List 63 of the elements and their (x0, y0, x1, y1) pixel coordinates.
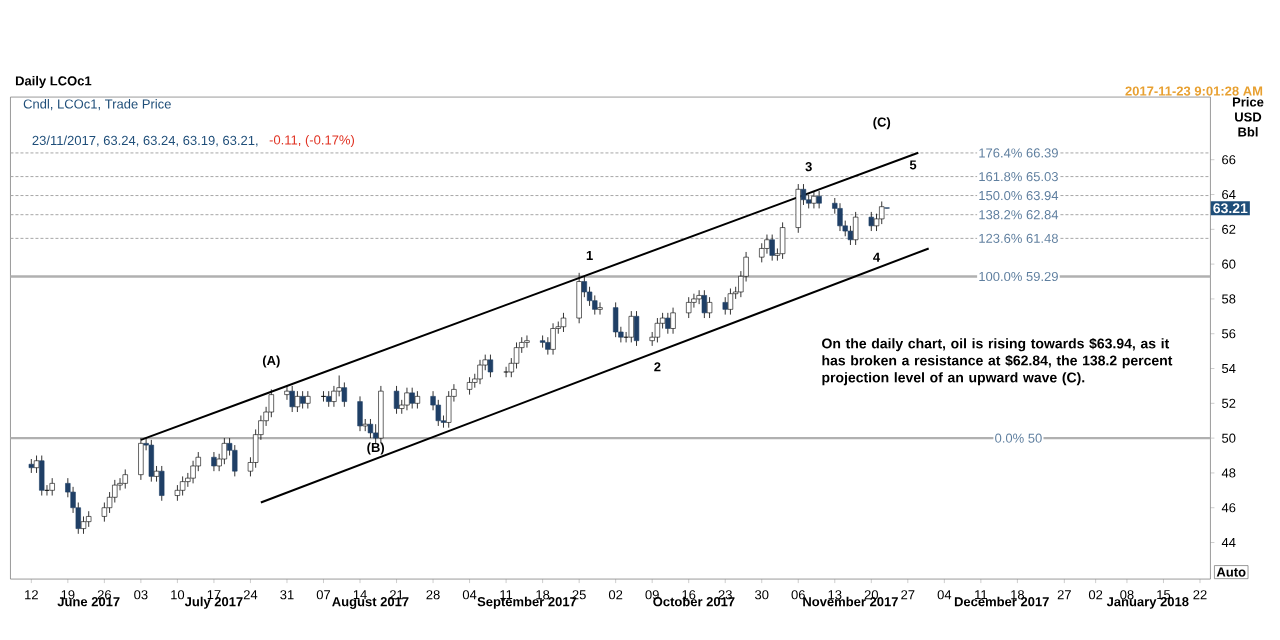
candlestick (39, 455, 45, 496)
candlestick (378, 385, 384, 444)
candlestick (779, 221, 786, 260)
candlestick (613, 302, 619, 338)
candlestick (853, 211, 859, 246)
candlestick (727, 288, 734, 315)
candlestick (294, 390, 301, 413)
candlestick (232, 444, 238, 477)
candlestick (179, 476, 186, 496)
candlestick (299, 390, 306, 409)
candlestick (404, 387, 410, 411)
candlestick (550, 322, 556, 355)
candlestick (670, 307, 676, 335)
candlestick (341, 382, 348, 408)
candlestick (816, 190, 822, 209)
candlestick (466, 376, 473, 396)
candlestick (769, 234, 775, 262)
candlestick (477, 359, 483, 385)
candlestick (326, 390, 332, 408)
candlestick (654, 317, 661, 343)
candlestick (409, 387, 415, 409)
candlestick (86, 510, 92, 528)
candlestick (811, 190, 817, 209)
candlestick (628, 310, 634, 343)
candlestick (665, 312, 671, 335)
candlestick (414, 390, 421, 409)
candlestick (701, 289, 707, 319)
candlestick (764, 234, 770, 255)
candlestick (159, 465, 165, 502)
candlestick (487, 354, 494, 378)
candlestick (174, 484, 181, 502)
candlestick (289, 385, 295, 413)
candlestick (435, 399, 441, 427)
candlestick (446, 390, 452, 429)
candlestick (80, 516, 87, 535)
candlestick (221, 437, 228, 465)
candlestick (367, 418, 374, 439)
candlestick (722, 296, 728, 315)
candlestick (28, 458, 34, 474)
candlestick (879, 201, 885, 225)
candlestick (795, 183, 801, 234)
candlestick (837, 202, 843, 232)
candlestick (49, 477, 55, 496)
candlestick (576, 272, 582, 324)
candlestick (686, 296, 692, 319)
candlestick (122, 469, 128, 489)
candlestick (633, 310, 640, 347)
candlestick (393, 385, 400, 415)
candlestick (759, 242, 765, 263)
candlestick (706, 296, 713, 319)
candlestick (696, 289, 702, 305)
candlestick (190, 460, 196, 484)
candlestick (357, 395, 363, 432)
candlestick (868, 211, 874, 232)
candlestick (305, 390, 311, 409)
candlestick (592, 295, 598, 315)
candlestick (560, 312, 567, 333)
candlestick (597, 302, 603, 315)
candlestick (524, 335, 530, 349)
candlestick (268, 389, 274, 418)
candlestick (513, 342, 520, 369)
candlestick (539, 335, 546, 349)
candlestick (211, 451, 217, 472)
